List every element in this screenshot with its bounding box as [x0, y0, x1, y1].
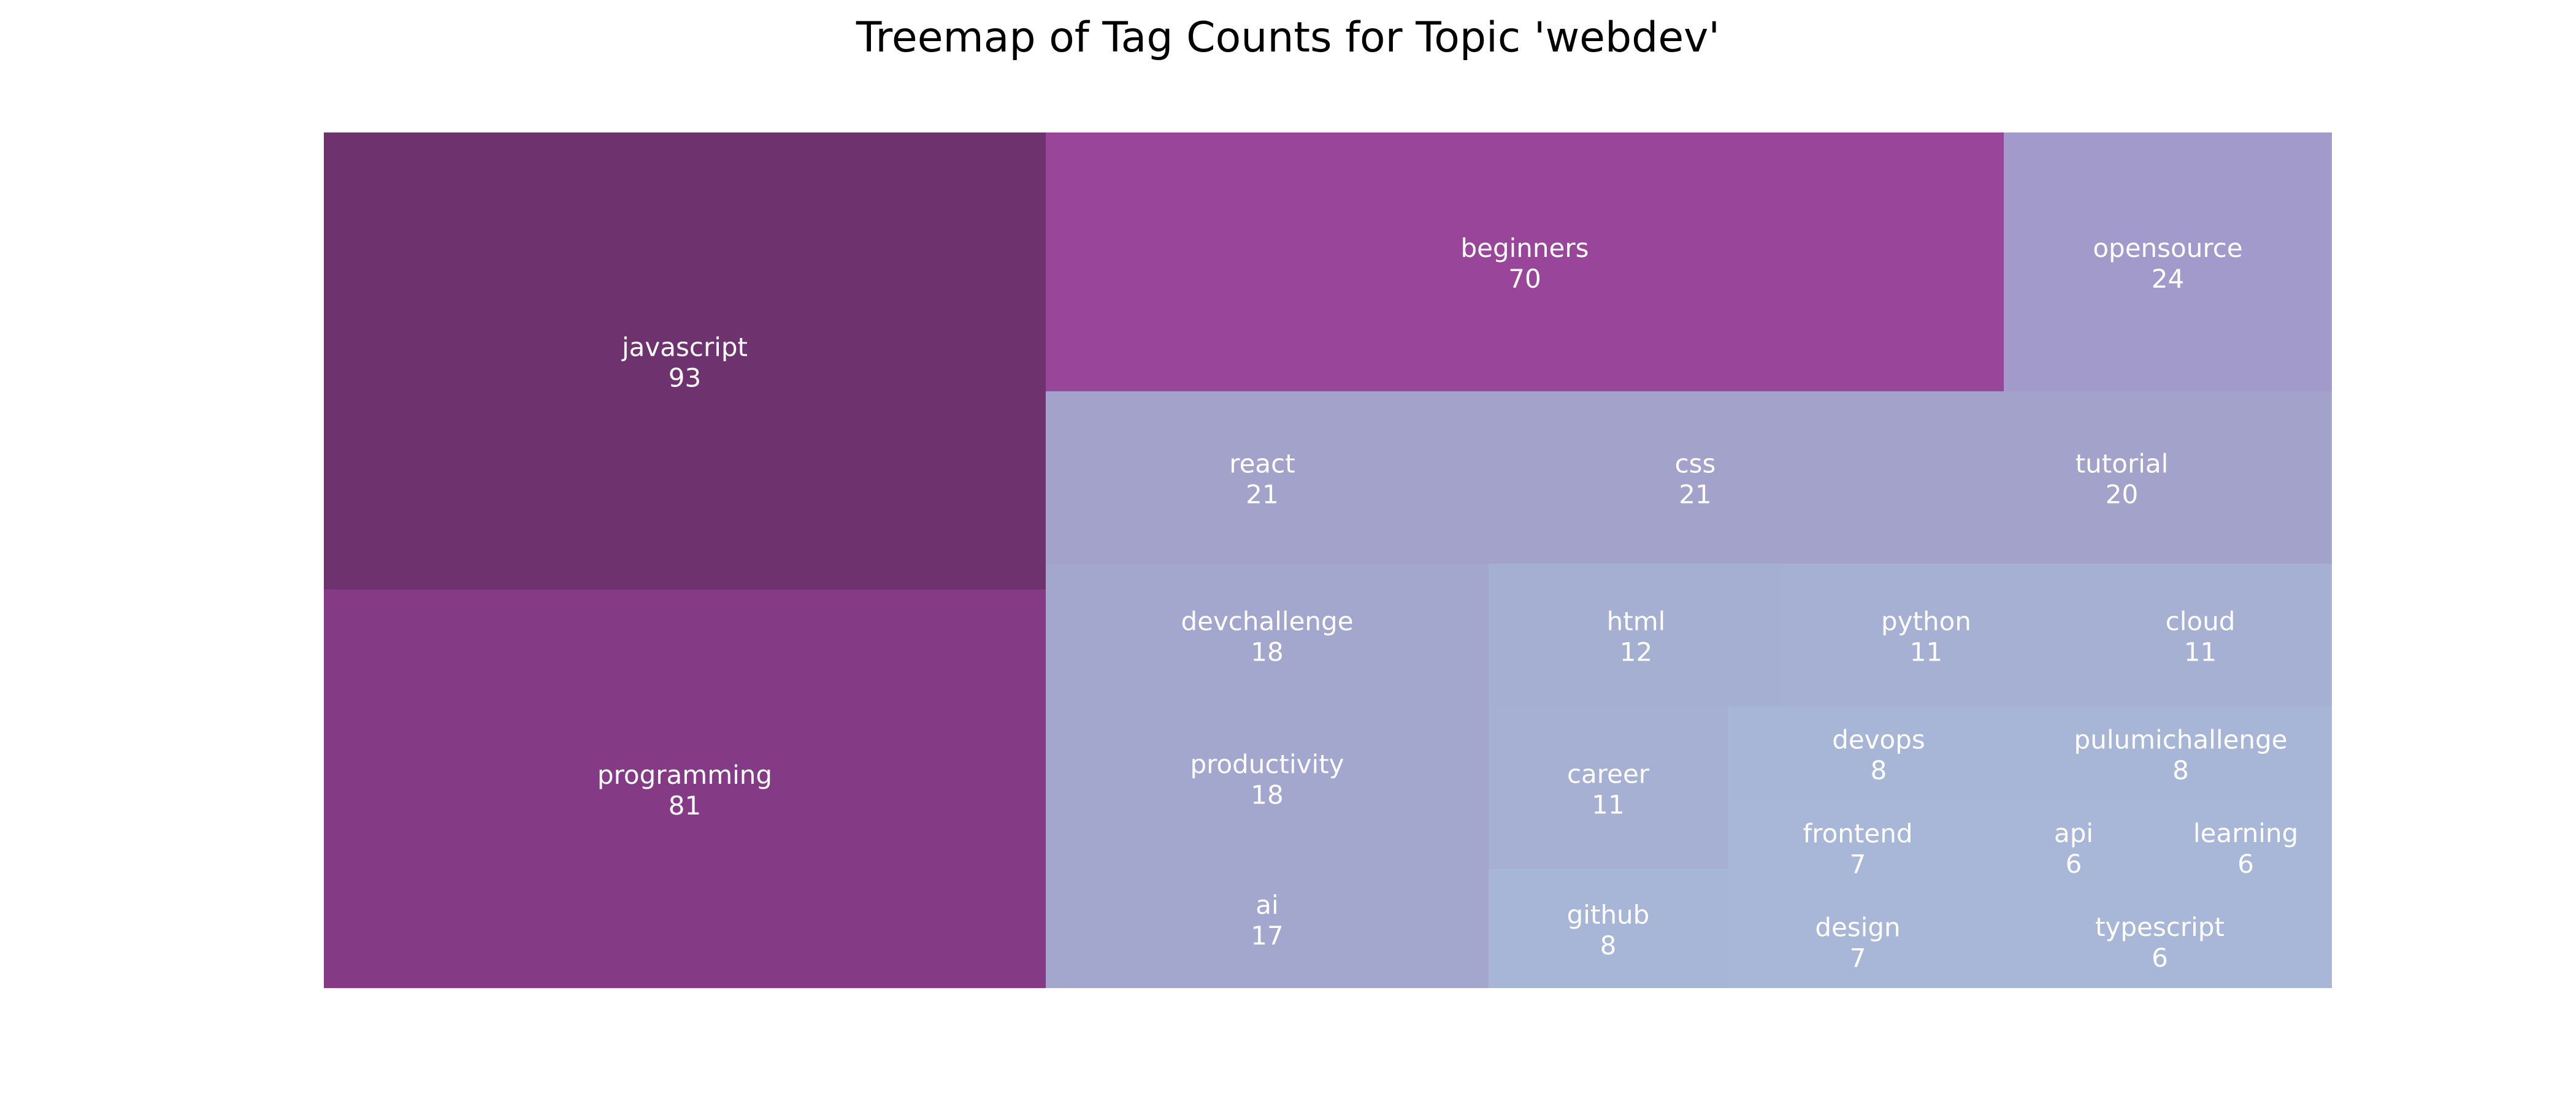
- treemap-tile-value: 8: [1600, 930, 1617, 960]
- treemap-tile-value: 12: [1620, 637, 1652, 667]
- treemap-tile-value: 20: [2106, 480, 2138, 510]
- treemap-tile-rect: [324, 132, 1046, 589]
- treemap-tile-value: 7: [1850, 849, 1866, 880]
- treemap-tile-label: github: [1567, 900, 1650, 930]
- treemap-tile-value: 21: [1679, 480, 1711, 510]
- treemap-tile-label: beginners: [1460, 233, 1589, 263]
- treemap-tile-label: python: [1881, 607, 1971, 637]
- treemap-tile-rect: [1784, 564, 2069, 707]
- treemap-tile-value: 8: [2172, 756, 2189, 786]
- treemap-tile-label: frontend: [1803, 819, 1912, 849]
- treemap-tile-label: learning: [2193, 818, 2298, 848]
- treemap-tile-label: cloud: [2166, 607, 2236, 637]
- treemap-tile-rect: [324, 589, 1046, 988]
- treemap-tile-label: devops: [1832, 725, 1925, 755]
- treemap-tile-value: 11: [1592, 790, 1624, 820]
- treemap-tile-rect: [1489, 564, 1784, 707]
- treemap-tile-label: design: [1815, 913, 1900, 943]
- treemap-tile-rect: [1046, 132, 2004, 391]
- treemap-tile-label: pulumichallenge: [2074, 725, 2288, 755]
- treemap-tile-value: 70: [1508, 264, 1541, 294]
- treemap-tile-rect: [2004, 132, 2332, 391]
- treemap-tile-rect: [1046, 564, 1489, 707]
- treemap-tile-label: api: [2054, 818, 2093, 848]
- treemap-tile-label: tutorial: [2076, 449, 2169, 479]
- treemap-tile-value: 8: [1871, 756, 1887, 786]
- treemap-tile-value: 17: [1251, 921, 1283, 951]
- treemap-tile-value: 18: [1251, 637, 1283, 667]
- treemap-tile-label: career: [1567, 759, 1650, 789]
- chart-title: Treemap of Tag Counts for Topic 'webdev': [856, 13, 1720, 62]
- treemap-tile-label: typescript: [2095, 912, 2225, 942]
- treemap-tile-rect: [1046, 707, 1489, 849]
- treemap-tile-value: 6: [2066, 849, 2082, 879]
- treemap-tile-rect: [2030, 707, 2332, 800]
- treemap-tile-rect: [1489, 869, 1728, 988]
- treemap-tile-rect: [1728, 894, 1988, 988]
- treemap-tile-rect: [1046, 849, 1489, 988]
- treemap-tile-value: 6: [2237, 849, 2254, 879]
- treemap-tile-rect: [1479, 391, 1912, 564]
- treemap-tile-value: 93: [669, 363, 701, 393]
- treemap-tile-rect: [2069, 564, 2332, 707]
- treemap-tile-label: opensource: [2093, 233, 2242, 263]
- treemap-tile-rect: [1728, 800, 1988, 894]
- treemap-tile-value: 24: [2152, 264, 2184, 294]
- treemap-tile-label: devchallenge: [1181, 607, 1353, 637]
- treemap-tile-value: 81: [669, 791, 701, 821]
- treemap-tile-rect: [1046, 391, 1479, 564]
- treemap-tile-label: html: [1607, 607, 1666, 637]
- treemap-tile-label: css: [1675, 449, 1716, 479]
- treemap-tile-label: programming: [597, 760, 772, 790]
- treemap-tile-rect: [1912, 391, 2332, 564]
- treemap-tile-rect: [1988, 894, 2332, 988]
- treemap-tile-label: react: [1229, 449, 1295, 479]
- treemap-tile-label: productivity: [1190, 749, 1344, 780]
- treemap-tile-rect: [2160, 800, 2332, 894]
- treemap-tile-value: 7: [1850, 943, 1866, 973]
- treemap-tile-rect: [1728, 707, 2030, 800]
- treemap-tile-value: 18: [1251, 780, 1283, 810]
- treemap-tile-rect: [1489, 707, 1728, 869]
- treemap-tile-value: 11: [1910, 637, 1942, 667]
- treemap-tile-label: ai: [1255, 890, 1278, 920]
- treemap-tile-label: javascript: [621, 332, 748, 362]
- treemap-tile-value: 11: [2184, 637, 2217, 667]
- treemap-tile-value: 6: [2152, 943, 2168, 973]
- treemap-tile-value: 21: [1246, 480, 1278, 510]
- treemap-tile-rect: [1988, 800, 2160, 894]
